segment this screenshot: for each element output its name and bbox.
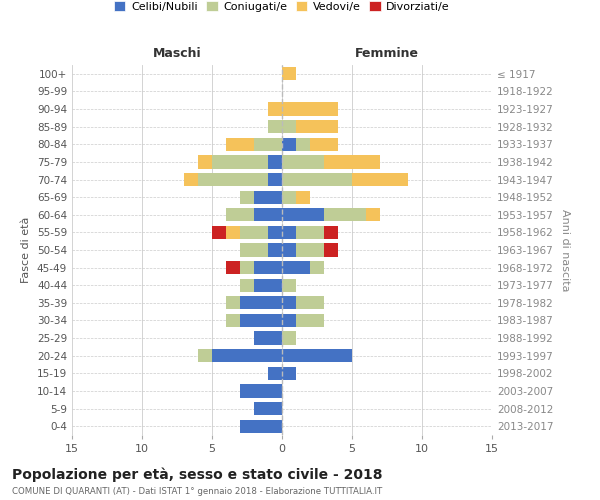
Legend: Celibi/Nubili, Coniugati/e, Vedovi/e, Divorziati/e: Celibi/Nubili, Coniugati/e, Vedovi/e, Di… bbox=[110, 0, 454, 16]
Bar bbox=[240, 420, 282, 433]
Bar bbox=[240, 314, 282, 327]
Bar bbox=[198, 156, 212, 168]
Y-axis label: Anni di nascita: Anni di nascita bbox=[560, 209, 570, 291]
Y-axis label: Fasce di età: Fasce di età bbox=[22, 217, 31, 283]
Bar bbox=[282, 349, 352, 362]
Bar bbox=[240, 261, 254, 274]
Bar bbox=[254, 332, 282, 344]
Bar bbox=[282, 244, 296, 256]
Bar bbox=[282, 332, 296, 344]
Bar bbox=[212, 156, 268, 168]
Bar bbox=[198, 349, 212, 362]
Bar bbox=[296, 120, 338, 134]
Bar bbox=[296, 314, 324, 327]
Bar bbox=[226, 208, 254, 222]
Bar bbox=[268, 102, 282, 116]
Bar bbox=[198, 173, 268, 186]
Bar bbox=[324, 244, 338, 256]
Bar bbox=[282, 314, 296, 327]
Bar bbox=[240, 278, 254, 292]
Bar bbox=[282, 366, 296, 380]
Bar bbox=[310, 138, 338, 151]
Bar bbox=[226, 261, 240, 274]
Bar bbox=[282, 156, 324, 168]
Text: Femmine: Femmine bbox=[355, 46, 419, 60]
Bar bbox=[296, 226, 324, 239]
Bar bbox=[282, 278, 296, 292]
Bar bbox=[254, 278, 282, 292]
Bar bbox=[254, 261, 282, 274]
Bar bbox=[254, 402, 282, 415]
Bar bbox=[226, 226, 240, 239]
Bar bbox=[268, 173, 282, 186]
Bar bbox=[240, 190, 254, 204]
Bar bbox=[254, 190, 282, 204]
Bar bbox=[282, 173, 352, 186]
Bar bbox=[282, 102, 338, 116]
Bar bbox=[296, 244, 324, 256]
Bar bbox=[240, 226, 268, 239]
Text: Popolazione per età, sesso e stato civile - 2018: Popolazione per età, sesso e stato civil… bbox=[12, 468, 383, 482]
Bar bbox=[268, 366, 282, 380]
Bar bbox=[268, 244, 282, 256]
Bar bbox=[184, 173, 198, 186]
Bar bbox=[366, 208, 380, 222]
Bar bbox=[254, 208, 282, 222]
Bar bbox=[296, 296, 324, 310]
Bar bbox=[254, 138, 282, 151]
Bar bbox=[296, 190, 310, 204]
Bar bbox=[212, 349, 282, 362]
Bar bbox=[282, 261, 310, 274]
Bar bbox=[226, 314, 240, 327]
Bar bbox=[212, 226, 226, 239]
Bar bbox=[226, 138, 254, 151]
Bar bbox=[310, 261, 324, 274]
Bar bbox=[282, 296, 296, 310]
Bar bbox=[282, 120, 296, 134]
Bar bbox=[324, 226, 338, 239]
Text: COMUNE DI QUARANTI (AT) - Dati ISTAT 1° gennaio 2018 - Elaborazione TUTTITALIA.I: COMUNE DI QUARANTI (AT) - Dati ISTAT 1° … bbox=[12, 488, 382, 496]
Bar bbox=[282, 208, 324, 222]
Bar bbox=[282, 138, 296, 151]
Bar bbox=[268, 120, 282, 134]
Bar bbox=[226, 296, 240, 310]
Bar bbox=[324, 156, 380, 168]
Bar bbox=[240, 244, 268, 256]
Bar bbox=[324, 208, 366, 222]
Bar bbox=[240, 384, 282, 398]
Bar bbox=[352, 173, 408, 186]
Bar bbox=[240, 296, 282, 310]
Bar bbox=[268, 226, 282, 239]
Bar bbox=[282, 190, 296, 204]
Bar bbox=[282, 67, 296, 80]
Bar bbox=[268, 156, 282, 168]
Bar bbox=[296, 138, 310, 151]
Bar bbox=[282, 226, 296, 239]
Text: Maschi: Maschi bbox=[152, 46, 202, 60]
